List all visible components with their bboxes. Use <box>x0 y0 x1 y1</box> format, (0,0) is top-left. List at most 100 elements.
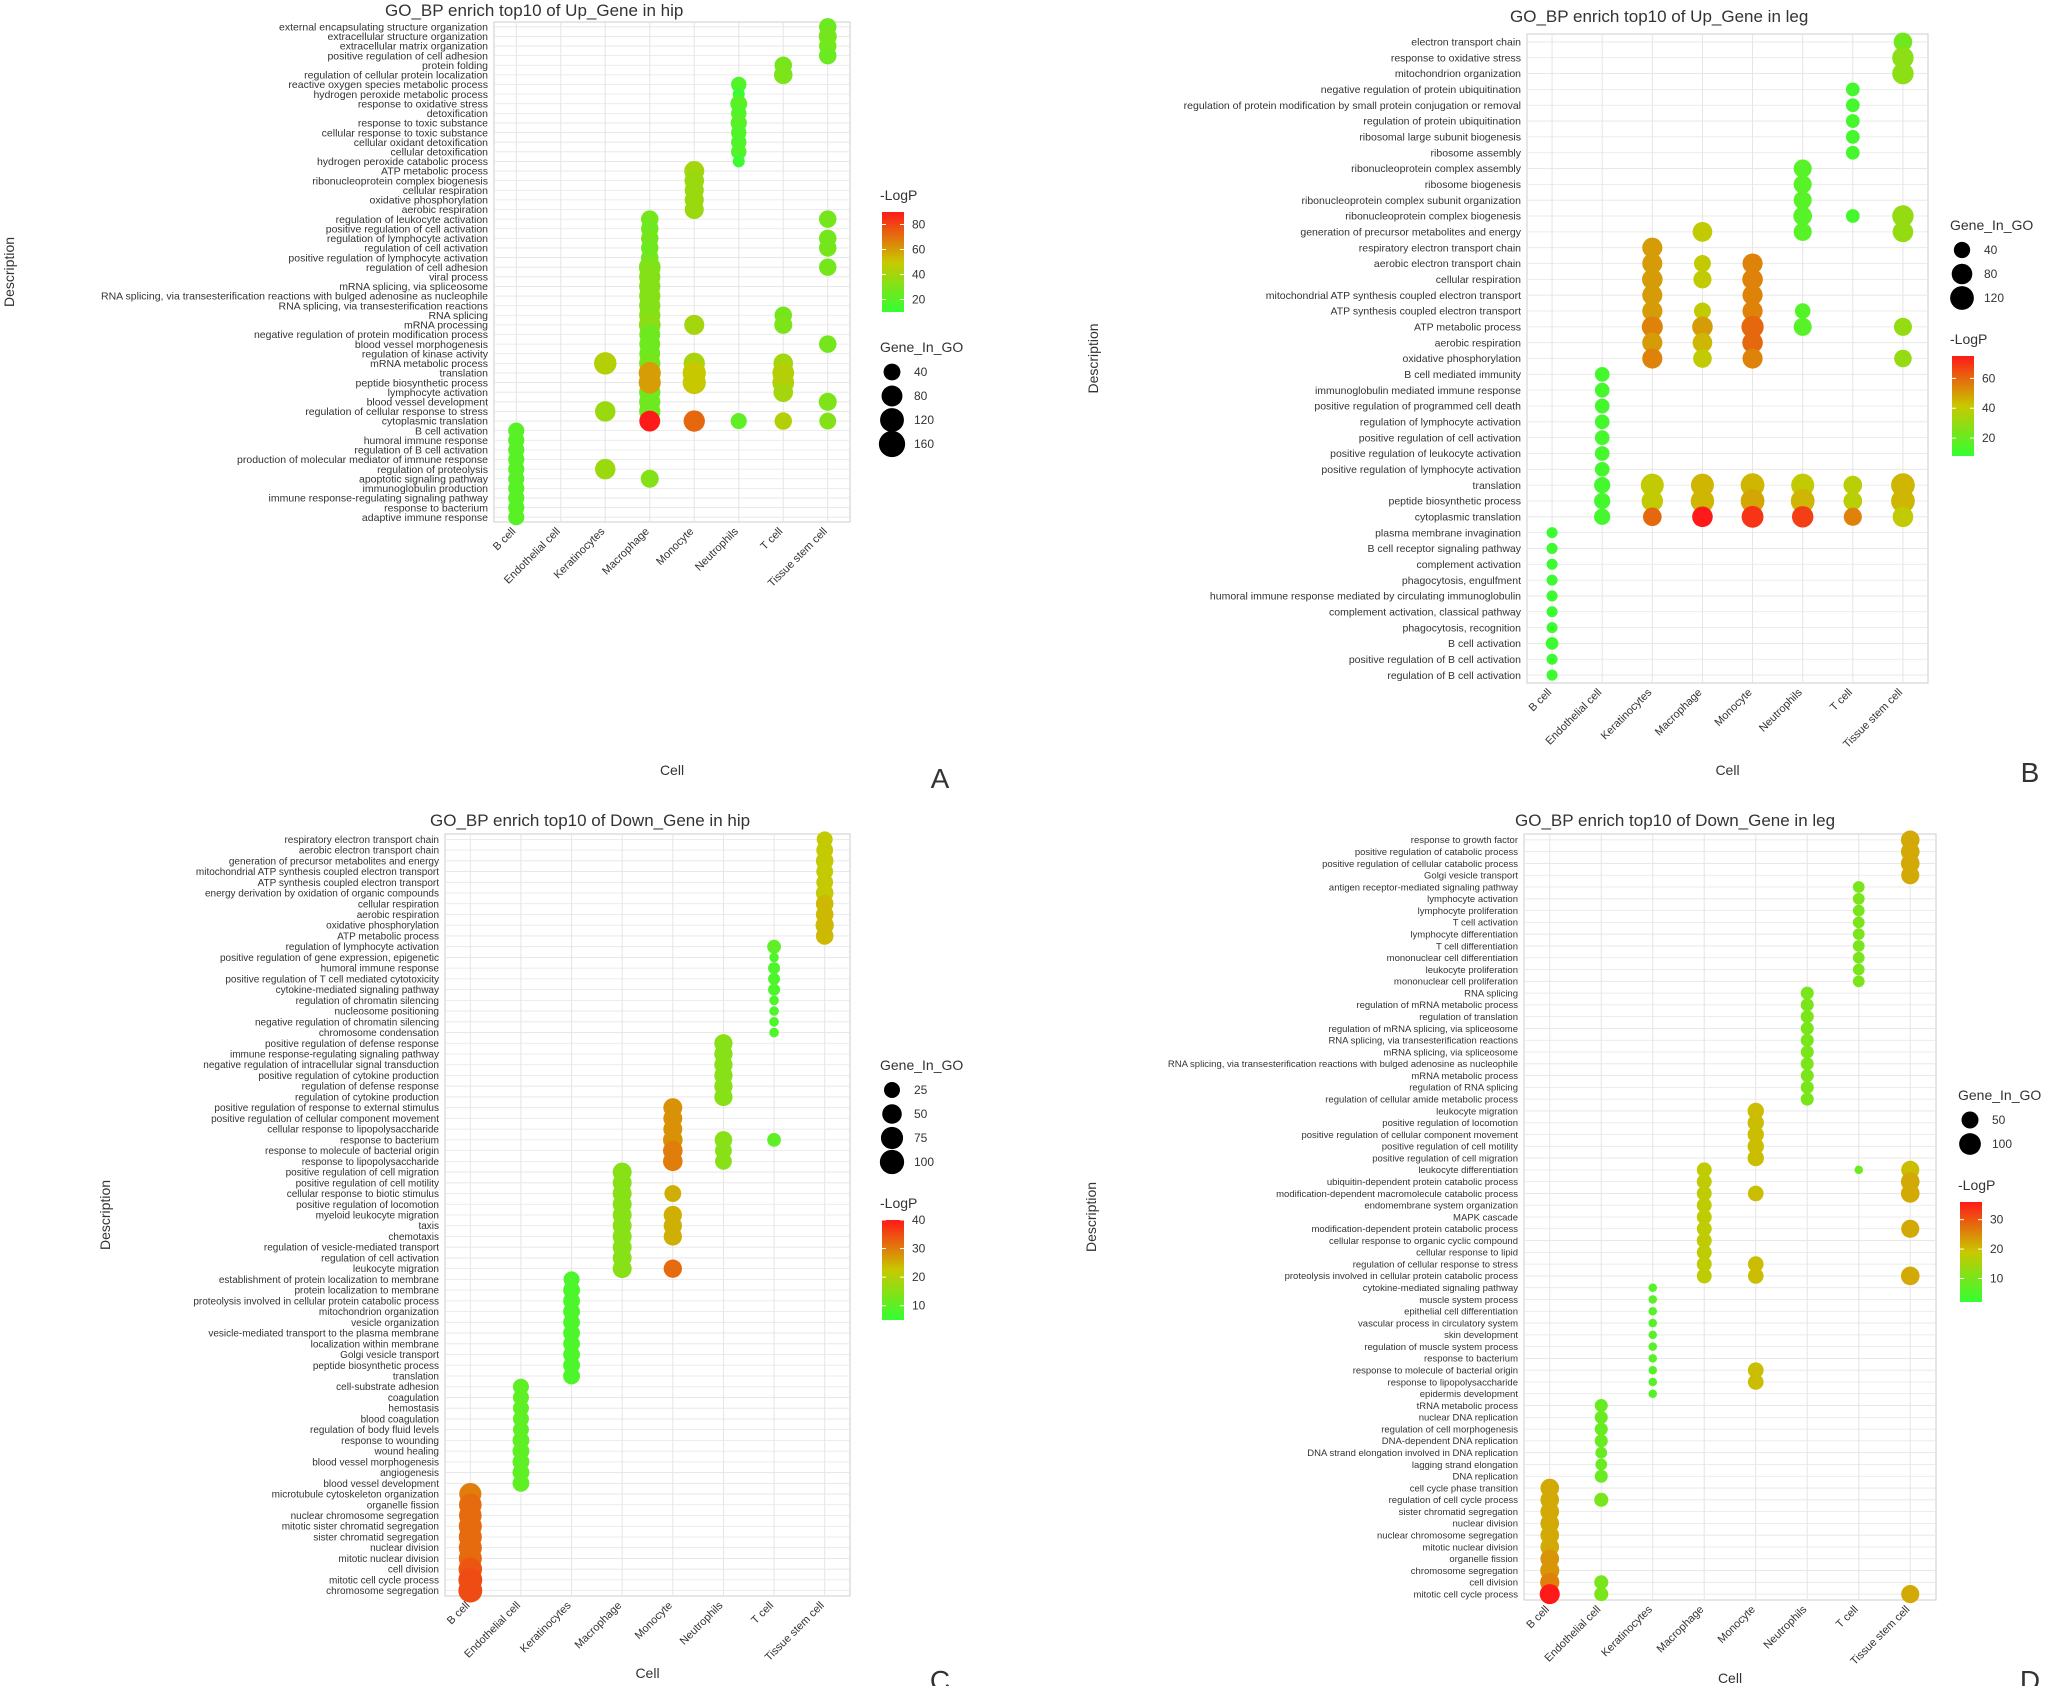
y-tick-label: positive regulation of leukocyte activat… <box>1330 448 1521 460</box>
data-point <box>1845 209 1860 223</box>
y-tick-label: ATP metabolic process <box>1414 322 1521 334</box>
x-tick-label: Monocyte <box>654 526 696 568</box>
data-point <box>1696 1174 1712 1190</box>
data-point <box>1648 1389 1657 1399</box>
color-legend-tick: 10 <box>912 1299 926 1313</box>
y-tick-label: lymphocyte proliferation <box>1418 906 1518 917</box>
data-point <box>508 509 525 526</box>
x-tick-label: Neutrophils <box>1757 686 1805 734</box>
data-point <box>1741 315 1764 338</box>
y-tick-label: reactive oxygen species metabolic proces… <box>288 79 488 91</box>
data-point <box>774 412 792 430</box>
data-point <box>1594 1587 1609 1602</box>
y-axis-label: Description <box>1083 1182 1099 1252</box>
data-point <box>1845 98 1860 113</box>
y-tick-label: aerobic electron transport chain <box>299 846 439 857</box>
size-legend-dot <box>1959 1133 1981 1155</box>
data-point <box>1594 430 1610 446</box>
data-point <box>1892 47 1914 69</box>
y-tick-label: cytokine-mediated signaling pathway <box>276 985 439 996</box>
y-tick-label: RNA splicing, via transesterification re… <box>1328 1036 1518 1047</box>
y-tick-label: cellular detoxification <box>391 146 489 158</box>
color-legend-title: -LogP <box>1958 1177 1995 1193</box>
color-legend-tick: 20 <box>912 293 926 307</box>
size-legend-dot <box>884 1082 900 1098</box>
y-tick-label: extracellular matrix organization <box>340 41 488 53</box>
y-tick-label: response to lipopolysaccharide <box>1388 1377 1518 1388</box>
data-point <box>1800 986 1814 1000</box>
data-point <box>714 1087 733 1107</box>
y-tick-label: sister chromatid segregation <box>313 1532 439 1543</box>
y-tick-label: ribonucleoprotein complex assembly <box>1351 163 1522 175</box>
y-tick-label: RNA splicing, via transesterification re… <box>1168 1059 1518 1070</box>
data-point <box>1800 998 1814 1012</box>
data-point <box>1696 1209 1712 1225</box>
data-point <box>1696 1268 1712 1284</box>
size-legend-label: 25 <box>914 1083 928 1097</box>
y-tick-label: cellular response to lipid <box>1416 1248 1518 1259</box>
data-point <box>769 952 779 963</box>
y-tick-label: B cell activation <box>1448 638 1521 650</box>
y-tick-label: translation <box>393 1371 439 1382</box>
y-tick-label: hemostasis <box>388 1404 439 1415</box>
y-tick-label: mononuclear cell proliferation <box>1394 977 1518 988</box>
data-point <box>1594 1410 1608 1424</box>
chart-title: GO_BP enrich top10 of Down_Gene in hip <box>430 811 750 830</box>
y-tick-label: regulation of kinase activity <box>362 348 489 360</box>
color-legend-tick: 30 <box>912 1242 926 1256</box>
data-point <box>1640 473 1664 497</box>
data-point <box>1546 574 1558 586</box>
y-tick-label: positive regulation of defense response <box>265 1039 439 1050</box>
y-tick-label: mitotic cell cycle process <box>1413 1589 1518 1600</box>
data-point <box>1692 222 1713 242</box>
y-tick-label: nuclear division <box>370 1543 439 1554</box>
y-tick-label: regulation of mRNA splicing, via spliceo… <box>1328 1024 1518 1035</box>
y-tick-label: hydrogen peroxide catabolic process <box>317 156 488 168</box>
data-point <box>1852 892 1865 905</box>
data-point <box>1546 606 1558 618</box>
size-legend-label: 50 <box>914 1107 928 1121</box>
data-point <box>1696 1185 1712 1201</box>
y-tick-label: DNA strand elongation involved in DNA re… <box>1307 1448 1518 1459</box>
size-legend-label: 160 <box>914 437 934 451</box>
y-tick-label: response to wounding <box>341 1436 439 1447</box>
data-point <box>1595 1446 1608 1459</box>
y-tick-label: blood vessel morphogenesis <box>312 1457 439 1468</box>
legends: Gene_In_GO 25 50 75 100 -LogP 10 20 30 40 <box>879 1057 963 1320</box>
data-point <box>731 144 747 160</box>
y-tick-label: oxidative phosphorylation <box>1403 353 1522 365</box>
y-tick-label: proteolysis involved in cellular protein… <box>1285 1271 1519 1282</box>
data-point <box>1742 269 1763 290</box>
data-point <box>732 155 745 168</box>
y-tick-label: Golgi vesicle transport <box>1424 871 1518 882</box>
data-point <box>769 1027 779 1038</box>
y-tick-label: ribosome biogenesis <box>1425 179 1521 191</box>
y-tick-label: response to bacterium <box>340 1135 439 1146</box>
data-point <box>1793 175 1812 194</box>
y-tick-label: complement activation, classical pathway <box>1329 606 1522 618</box>
data-point <box>1648 1365 1657 1375</box>
data-point <box>1747 1362 1764 1379</box>
size-legend-dot <box>880 408 904 432</box>
y-tick-label: electron transport chain <box>1411 37 1521 49</box>
y-tick-label: regulation of cell activation <box>364 243 488 255</box>
y-tick-label: plasma membrane invagination <box>1375 527 1521 539</box>
y-tick-labels: external encapsulating structure organiz… <box>101 21 489 523</box>
y-tick-label: aerobic respiration <box>402 204 489 216</box>
data-point <box>663 1259 682 1278</box>
data-point <box>819 239 837 257</box>
y-tick-label: regulation of cellular protein localizat… <box>304 70 488 82</box>
x-tick-label: Macrophage <box>573 1600 625 1652</box>
y-tick-label: negative regulation of protein modificat… <box>254 329 488 341</box>
x-tick-label: Neutrophils <box>1762 1603 1810 1651</box>
y-tick-label: nuclear division <box>1453 1519 1518 1530</box>
x-tick-label: B cell <box>1524 1604 1552 1632</box>
y-tick-label: positive regulation of cell motility <box>1382 1142 1518 1153</box>
y-tick-label: humoral immune response <box>321 964 440 975</box>
y-tick-label: chromosome segregation <box>326 1586 439 1597</box>
y-tick-label: chemotaxis <box>388 1232 439 1243</box>
legends: Gene_In_GO 50 100 -LogP 10 20 30 <box>1958 1087 2041 1302</box>
y-tick-label: regulation of lymphocyte activation <box>286 942 439 953</box>
data-point <box>1800 1069 1814 1083</box>
y-tick-label: respiratory electron transport chain <box>284 835 439 846</box>
